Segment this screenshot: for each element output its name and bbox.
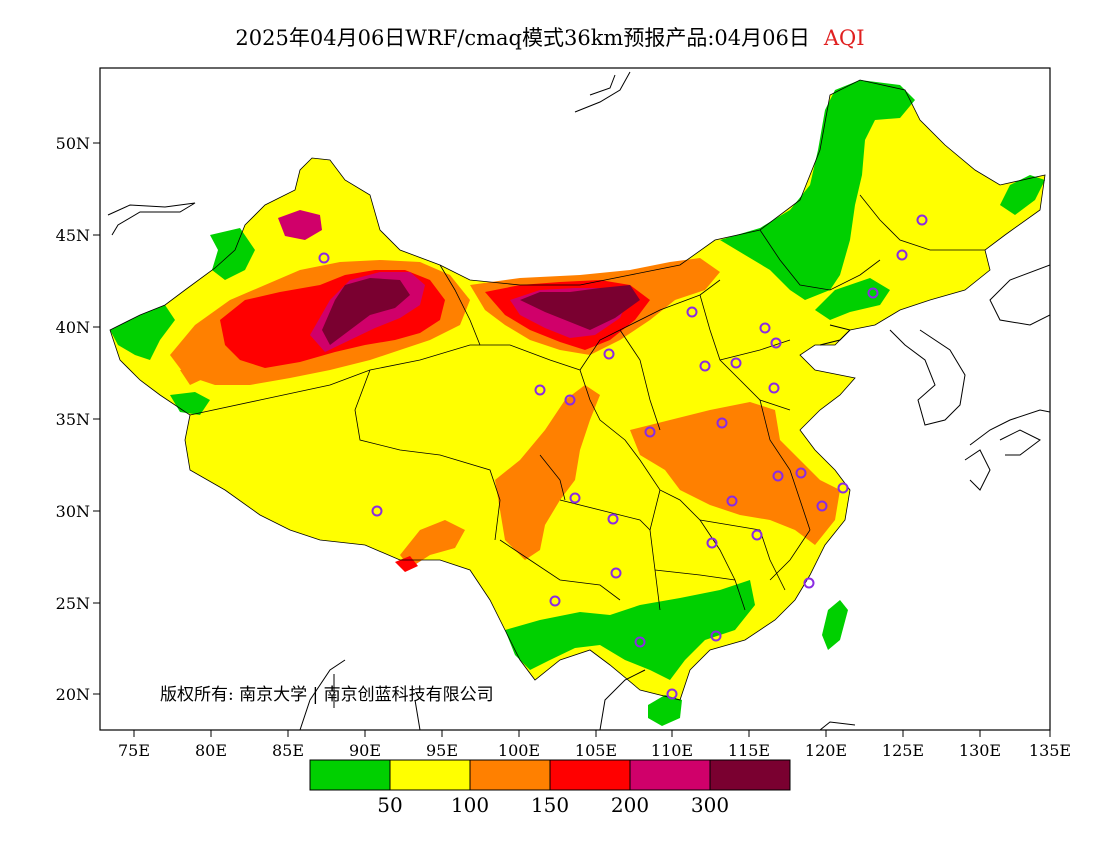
city-marker xyxy=(699,360,711,372)
legend-label: 50 xyxy=(377,793,402,817)
legend-swatch-100-150 xyxy=(469,759,551,791)
map-content xyxy=(107,71,1050,730)
city-marker xyxy=(816,500,828,512)
city-marker xyxy=(534,384,546,396)
y-tick-label: 45N xyxy=(56,226,90,245)
region-orange-central xyxy=(630,402,840,545)
legend-label: 200 xyxy=(611,793,649,817)
x-tick-label: 105E xyxy=(575,741,617,760)
region-maroon-xinjiang xyxy=(322,278,410,345)
region-green-east-tip xyxy=(1000,175,1045,215)
legend-swatch-300-plus xyxy=(709,759,791,791)
city-marker xyxy=(867,287,879,299)
x-tick-label: 135E xyxy=(1029,741,1071,760)
region-green-west xyxy=(110,305,175,360)
legend-swatch-200-300 xyxy=(629,759,711,791)
y-tick-labels: 50N 45N 40N 35N 30N 25N 20N xyxy=(56,134,90,704)
city-marker xyxy=(730,357,742,369)
city-marker xyxy=(896,249,908,261)
x-tick-label: 85E xyxy=(272,741,304,760)
map-title: 2025年04月06日WRF/cmaq模式36km预报产品:04月06日 AQI xyxy=(0,22,1100,52)
x-tick-labels: 75E 80E 85E 90E 95E 100E 105E 110E 115E … xyxy=(118,741,1071,760)
region-green-west2 xyxy=(210,228,255,280)
legend-swatch-50-100 xyxy=(389,759,471,791)
region-green-taiwan xyxy=(822,600,848,650)
city-marker xyxy=(803,577,815,589)
city-marker xyxy=(706,537,718,549)
map-frame xyxy=(99,67,1051,731)
region-magenta-northwest xyxy=(278,210,322,240)
x-tick-label: 115E xyxy=(728,741,770,760)
city-marker xyxy=(759,322,771,334)
city-marker xyxy=(564,394,576,406)
city-marker xyxy=(607,513,619,525)
city-marker xyxy=(837,482,849,494)
city-marker xyxy=(569,492,581,504)
x-tick-label: 125E xyxy=(882,741,924,760)
city-marker xyxy=(716,417,728,429)
x-tick-label: 80E xyxy=(195,741,227,760)
region-maroon-mongolia xyxy=(520,285,640,330)
legend-swatch-150-200 xyxy=(549,759,631,791)
city-marker xyxy=(916,214,928,226)
city-marker xyxy=(634,636,646,648)
region-green-west3 xyxy=(170,392,210,415)
region-green-south xyxy=(505,580,755,680)
legend-label: 100 xyxy=(451,793,489,817)
copyright-text: 版权所有: 南京大学 | 南京创蓝科技有限公司 xyxy=(160,685,494,705)
y-tick-label: 20N xyxy=(56,685,90,704)
city-marker xyxy=(795,467,807,479)
coastlines xyxy=(107,71,1050,730)
city-marker xyxy=(686,306,698,318)
tick-marks xyxy=(93,142,1051,737)
x-tick-label: 90E xyxy=(349,741,381,760)
region-orange-tibet-edge xyxy=(400,520,465,568)
region-green-northeast xyxy=(720,80,915,300)
city-marker xyxy=(318,252,330,264)
x-tick-label: 75E xyxy=(118,741,150,760)
x-tick-label: 120E xyxy=(805,741,847,760)
x-tick-label: 130E xyxy=(959,741,1001,760)
legend-labels: 50 100 150 200 300 xyxy=(377,793,729,817)
region-orange-sichuan xyxy=(495,385,600,560)
city-marker xyxy=(710,630,722,642)
y-tick-label: 30N xyxy=(56,502,90,521)
title-text: 2025年04月06日WRF/cmaq模式36km预报产品:04月06日 xyxy=(235,26,810,50)
y-tick-label: 35N xyxy=(56,410,90,429)
region-green-hainan xyxy=(648,695,682,726)
city-marker xyxy=(549,595,561,607)
legend-label: 300 xyxy=(691,793,729,817)
region-orange-west-tip xyxy=(180,368,205,385)
x-tick-label: 100E xyxy=(498,741,540,760)
legend-colorbar xyxy=(309,759,791,791)
city-marker xyxy=(371,505,383,517)
city-marker xyxy=(726,495,738,507)
x-tick-label: 110E xyxy=(651,741,693,760)
variable-label: AQI xyxy=(823,26,865,50)
city-marker xyxy=(666,688,678,700)
city-marker xyxy=(610,567,622,579)
city-marker xyxy=(768,382,780,394)
y-tick-label: 40N xyxy=(56,318,90,337)
city-marker xyxy=(603,348,615,360)
city-marker xyxy=(751,529,763,541)
legend-label: 150 xyxy=(531,793,569,817)
y-tick-label: 25N xyxy=(56,594,90,613)
x-tick-label: 95E xyxy=(426,741,458,760)
city-marker xyxy=(770,337,782,349)
y-tick-label: 50N xyxy=(56,134,90,153)
city-marker xyxy=(772,470,784,482)
city-markers xyxy=(318,214,928,700)
legend-swatch-0-50 xyxy=(309,759,391,791)
city-marker xyxy=(644,426,656,438)
